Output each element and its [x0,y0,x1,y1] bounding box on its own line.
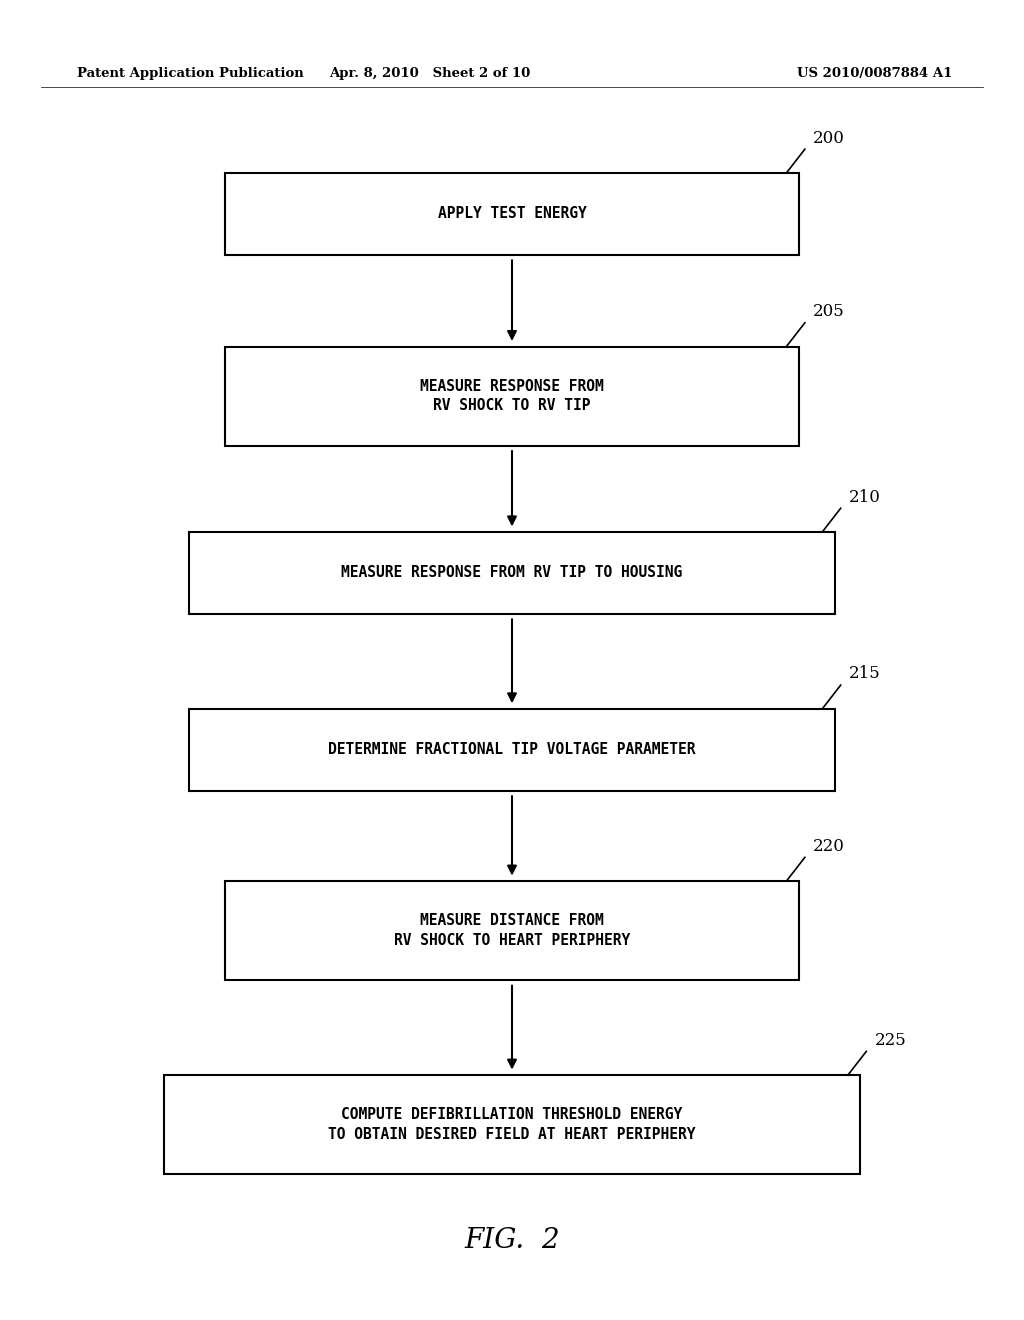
Text: COMPUTE DEFIBRILLATION THRESHOLD ENERGY
TO OBTAIN DESIRED FIELD AT HEART PERIPHE: COMPUTE DEFIBRILLATION THRESHOLD ENERGY … [329,1107,695,1142]
Text: 210: 210 [849,488,881,506]
Bar [225,882,799,979]
Text: 205: 205 [813,304,845,321]
Bar [189,709,835,791]
Text: DETERMINE FRACTIONAL TIP VOLTAGE PARAMETER: DETERMINE FRACTIONAL TIP VOLTAGE PARAMET… [329,742,695,758]
Text: FIG.  2: FIG. 2 [464,1228,560,1254]
Text: 220: 220 [813,838,845,855]
Bar [225,173,799,255]
Bar [164,1074,860,1175]
Text: 215: 215 [849,665,881,682]
Text: Apr. 8, 2010   Sheet 2 of 10: Apr. 8, 2010 Sheet 2 of 10 [330,67,530,81]
Text: MEASURE RESPONSE FROM RV TIP TO HOUSING: MEASURE RESPONSE FROM RV TIP TO HOUSING [341,565,683,581]
Text: MEASURE RESPONSE FROM
RV SHOCK TO RV TIP: MEASURE RESPONSE FROM RV SHOCK TO RV TIP [420,379,604,413]
Text: MEASURE DISTANCE FROM
RV SHOCK TO HEART PERIPHERY: MEASURE DISTANCE FROM RV SHOCK TO HEART … [394,913,630,948]
Bar [225,346,799,446]
Text: 200: 200 [813,129,845,147]
Text: 225: 225 [874,1032,906,1048]
Bar [189,532,835,614]
Text: US 2010/0087884 A1: US 2010/0087884 A1 [797,67,952,81]
Text: APPLY TEST ENERGY: APPLY TEST ENERGY [437,206,587,222]
Text: Patent Application Publication: Patent Application Publication [77,67,303,81]
